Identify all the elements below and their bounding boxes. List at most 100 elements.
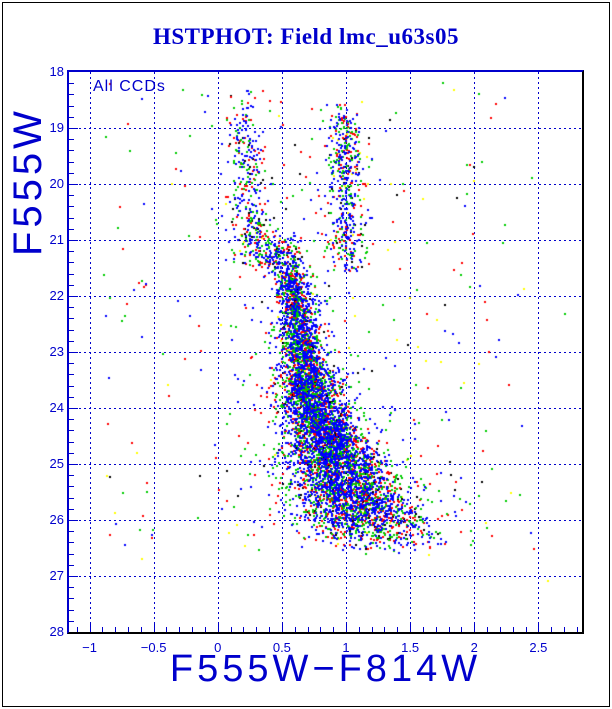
y-minor-tick xyxy=(69,217,74,219)
x-minor-tick xyxy=(499,627,501,632)
y-minor-tick xyxy=(69,374,74,376)
y-minor-tick xyxy=(69,195,74,197)
y-minor-tick xyxy=(69,284,74,286)
y-minor-tick xyxy=(69,609,74,611)
x-major-tick xyxy=(538,623,540,632)
x-minor-tick xyxy=(525,627,527,632)
x-minor-tick xyxy=(564,627,566,632)
x-major-tick xyxy=(474,623,476,632)
y-minor-tick xyxy=(69,396,74,398)
x-minor-tick xyxy=(487,627,489,632)
y-minor-tick xyxy=(69,452,74,454)
x-minor-tick xyxy=(140,627,142,632)
y-minor-tick xyxy=(69,340,74,342)
x-tick-label: 1 xyxy=(342,640,350,655)
x-major-tick xyxy=(410,623,412,632)
x-tick-label: 1.5 xyxy=(401,640,420,655)
y-major-tick xyxy=(69,352,78,353)
x-minor-tick xyxy=(422,627,424,632)
y-minor-tick xyxy=(69,105,74,107)
y-minor-tick xyxy=(69,531,74,533)
x-major-tick xyxy=(281,623,283,632)
x-tick-label: 0 xyxy=(214,640,222,655)
y-minor-tick xyxy=(69,318,74,320)
x-minor-tick xyxy=(358,627,360,632)
x-tick-label: −1 xyxy=(82,640,97,655)
y-tick-label: 26 xyxy=(49,512,64,527)
x-tick-label: 2 xyxy=(470,640,478,655)
plot-area: All CCDs −1 −0.5 0 0.5 1 1.5 2 2.5 18 19 20 21 22 23 2… xyxy=(50,64,584,655)
x-minor-tick xyxy=(269,627,271,632)
x-minor-tick xyxy=(243,627,245,632)
ccd-annotation: All CCDs xyxy=(93,78,166,95)
x-axis-label: F555W−F814W xyxy=(169,648,482,690)
y-minor-tick xyxy=(69,228,74,230)
y-minor-tick xyxy=(69,273,74,275)
y-minor-tick xyxy=(69,161,74,163)
x-minor-tick xyxy=(166,627,168,632)
x-minor-tick xyxy=(435,627,437,632)
y-minor-tick xyxy=(69,475,74,477)
y-minor-tick xyxy=(69,139,74,141)
y-major-tick xyxy=(69,240,78,241)
x-minor-tick xyxy=(192,627,194,632)
y-minor-tick xyxy=(69,116,74,118)
y-tick-label: 23 xyxy=(49,344,64,359)
y-minor-tick xyxy=(69,94,74,96)
x-tick-label: 2.5 xyxy=(529,640,548,655)
y-tick-label: 18 xyxy=(49,64,64,79)
x-tick-label: −0.5 xyxy=(140,640,167,655)
x-minor-tick xyxy=(102,627,104,632)
y-tick-label: 22 xyxy=(49,288,64,303)
y-major-tick xyxy=(69,296,78,297)
y-minor-tick xyxy=(69,419,74,421)
plot-title: HSTPHOT: Field lmc_u63s05 xyxy=(153,24,459,49)
y-minor-tick xyxy=(69,385,74,387)
scatter-canvas xyxy=(69,72,582,632)
y-minor-tick xyxy=(69,307,74,309)
y-minor-tick xyxy=(69,486,74,488)
y-major-tick xyxy=(69,128,78,129)
y-minor-tick xyxy=(69,83,74,85)
x-minor-tick xyxy=(397,627,399,632)
y-major-tick xyxy=(69,464,78,465)
x-minor-tick xyxy=(448,627,450,632)
y-minor-tick xyxy=(69,329,74,331)
x-minor-tick xyxy=(371,627,373,632)
y-tick-label: 27 xyxy=(49,568,64,583)
y-tick-label: 28 xyxy=(49,624,64,639)
x-minor-tick xyxy=(551,627,553,632)
x-minor-tick xyxy=(512,627,514,632)
y-minor-tick xyxy=(69,262,74,264)
x-minor-tick xyxy=(320,627,322,632)
x-minor-tick xyxy=(115,627,117,632)
x-major-tick xyxy=(217,623,219,632)
x-minor-tick xyxy=(333,627,335,632)
y-minor-tick xyxy=(69,553,74,555)
x-tick-label: 0.5 xyxy=(272,640,291,655)
y-major-tick xyxy=(69,184,78,185)
y-minor-tick xyxy=(69,441,74,443)
y-tick-label: 24 xyxy=(49,400,64,415)
x-minor-tick xyxy=(384,627,386,632)
x-minor-tick xyxy=(76,627,78,632)
y-minor-tick xyxy=(69,497,74,499)
x-minor-tick xyxy=(461,627,463,632)
y-tick-label: 19 xyxy=(49,120,64,135)
x-major-tick xyxy=(153,623,155,632)
y-minor-tick xyxy=(69,508,74,510)
y-minor-tick xyxy=(69,542,74,544)
y-minor-tick xyxy=(69,363,74,365)
x-minor-tick xyxy=(576,627,578,632)
y-major-tick xyxy=(69,576,78,577)
y-major-tick xyxy=(69,408,78,409)
y-minor-tick xyxy=(69,620,74,622)
y-minor-tick xyxy=(69,430,74,432)
y-minor-tick xyxy=(69,598,74,600)
x-major-tick xyxy=(346,623,348,632)
x-minor-tick xyxy=(307,627,309,632)
y-minor-tick xyxy=(69,587,74,589)
x-minor-tick xyxy=(179,627,181,632)
y-minor-tick xyxy=(69,564,74,566)
